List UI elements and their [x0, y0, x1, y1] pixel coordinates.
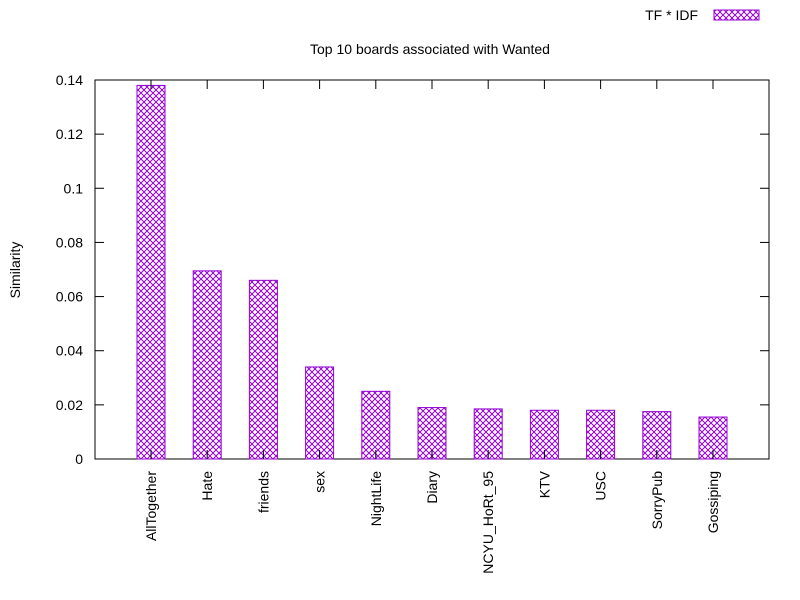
y-tick-label: 0.14: [56, 72, 83, 88]
plot-area: 0 0.02 0.04 0.06 0.08 0.1 0.12 0.14 AllTogether H…: [56, 72, 770, 574]
y-tick-label: 0.08: [56, 234, 83, 250]
bar: [305, 366, 335, 460]
legend: TF * IDF: [645, 7, 760, 23]
x-tick-label: SorryPub: [649, 471, 665, 530]
x-tick-label: NCYU_HoRt_95: [480, 471, 496, 574]
legend-label: TF * IDF: [645, 7, 698, 23]
legend-swatch: [713, 9, 760, 21]
chart-title: Top 10 boards associated with Wanted: [310, 41, 550, 57]
x-tick-label: KTV: [536, 470, 552, 498]
y-tick-label: 0.1: [64, 180, 84, 196]
x-tick-label: USC: [593, 471, 609, 501]
bar: [136, 84, 166, 460]
x-tick-label: Gossiping: [705, 471, 721, 533]
y-tick-label: 0.04: [56, 343, 83, 359]
x-tick-label: NightLife: [368, 471, 384, 526]
y-axis-label: Similarity: [7, 242, 23, 299]
y-tick-label: 0.02: [56, 397, 83, 413]
bar: [361, 390, 391, 460]
x-tick-label: Hate: [199, 471, 215, 501]
y-tick-label: 0: [75, 451, 83, 467]
x-tick-label: Diary: [424, 471, 440, 504]
x-tick-label: AllTogether: [143, 471, 159, 541]
x-tick-label: sex: [312, 471, 328, 493]
x-tick-label: friends: [255, 471, 271, 513]
y-tick-label: 0.12: [56, 126, 83, 142]
y-tick-label: 0.06: [56, 289, 83, 305]
bar: [192, 270, 222, 460]
bar: [248, 279, 278, 460]
